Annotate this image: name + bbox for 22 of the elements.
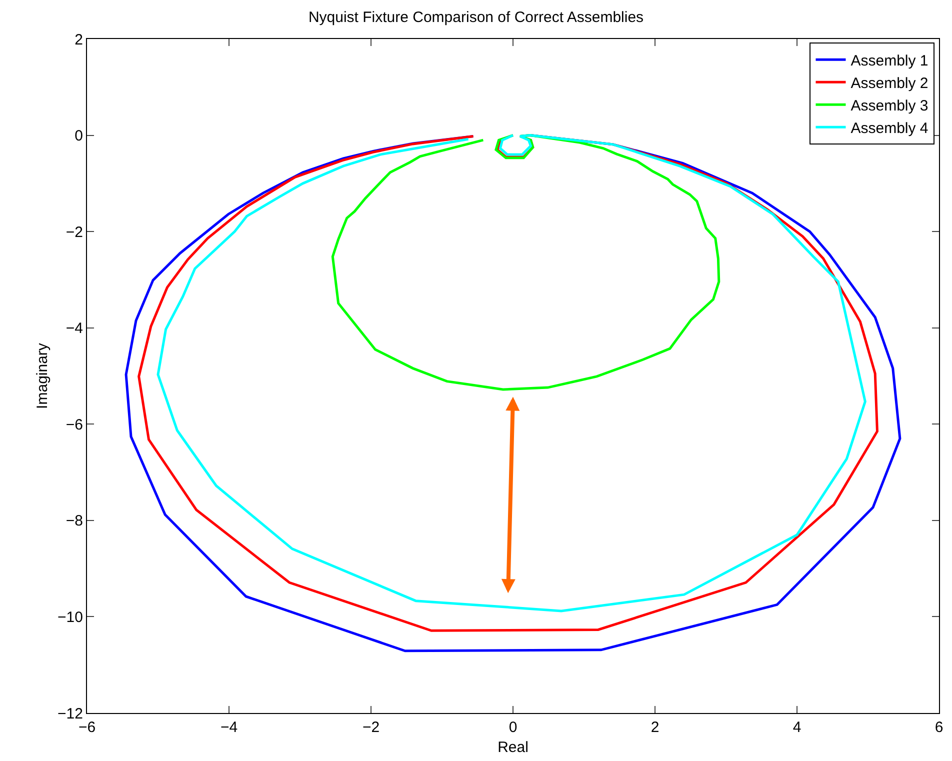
legend-label: Assembly 1 <box>850 52 928 70</box>
legend-label: Assembly 2 <box>850 74 928 92</box>
x-tick-label: −4 <box>220 719 238 736</box>
chart-title: Nyquist Fixture Comparison of Correct Assemblies <box>308 8 644 26</box>
y-tick-label: −8 <box>66 512 83 530</box>
x-tick-label: 6 <box>934 719 944 736</box>
y-tick-label: −2 <box>66 224 83 241</box>
y-tick-label: −4 <box>66 320 83 338</box>
y-tick-label: −10 <box>58 608 83 626</box>
x-tick-label: 0 <box>508 719 518 736</box>
legend-label: Assembly 4 <box>850 120 928 137</box>
x-axis-title: Real <box>498 739 528 756</box>
y-tick-label: −6 <box>66 416 83 434</box>
x-tick-label: −2 <box>362 719 380 736</box>
y-axis-title: Imaginary <box>34 342 51 409</box>
y-tick-label: 2 <box>74 31 83 48</box>
legend-label: Assembly 3 <box>850 97 928 114</box>
x-tick-label: 2 <box>650 719 660 736</box>
x-tick-label: 4 <box>792 719 802 736</box>
y-tick-label: 0 <box>74 128 83 145</box>
y-tick-label: −12 <box>58 705 83 722</box>
line-series <box>331 134 720 391</box>
